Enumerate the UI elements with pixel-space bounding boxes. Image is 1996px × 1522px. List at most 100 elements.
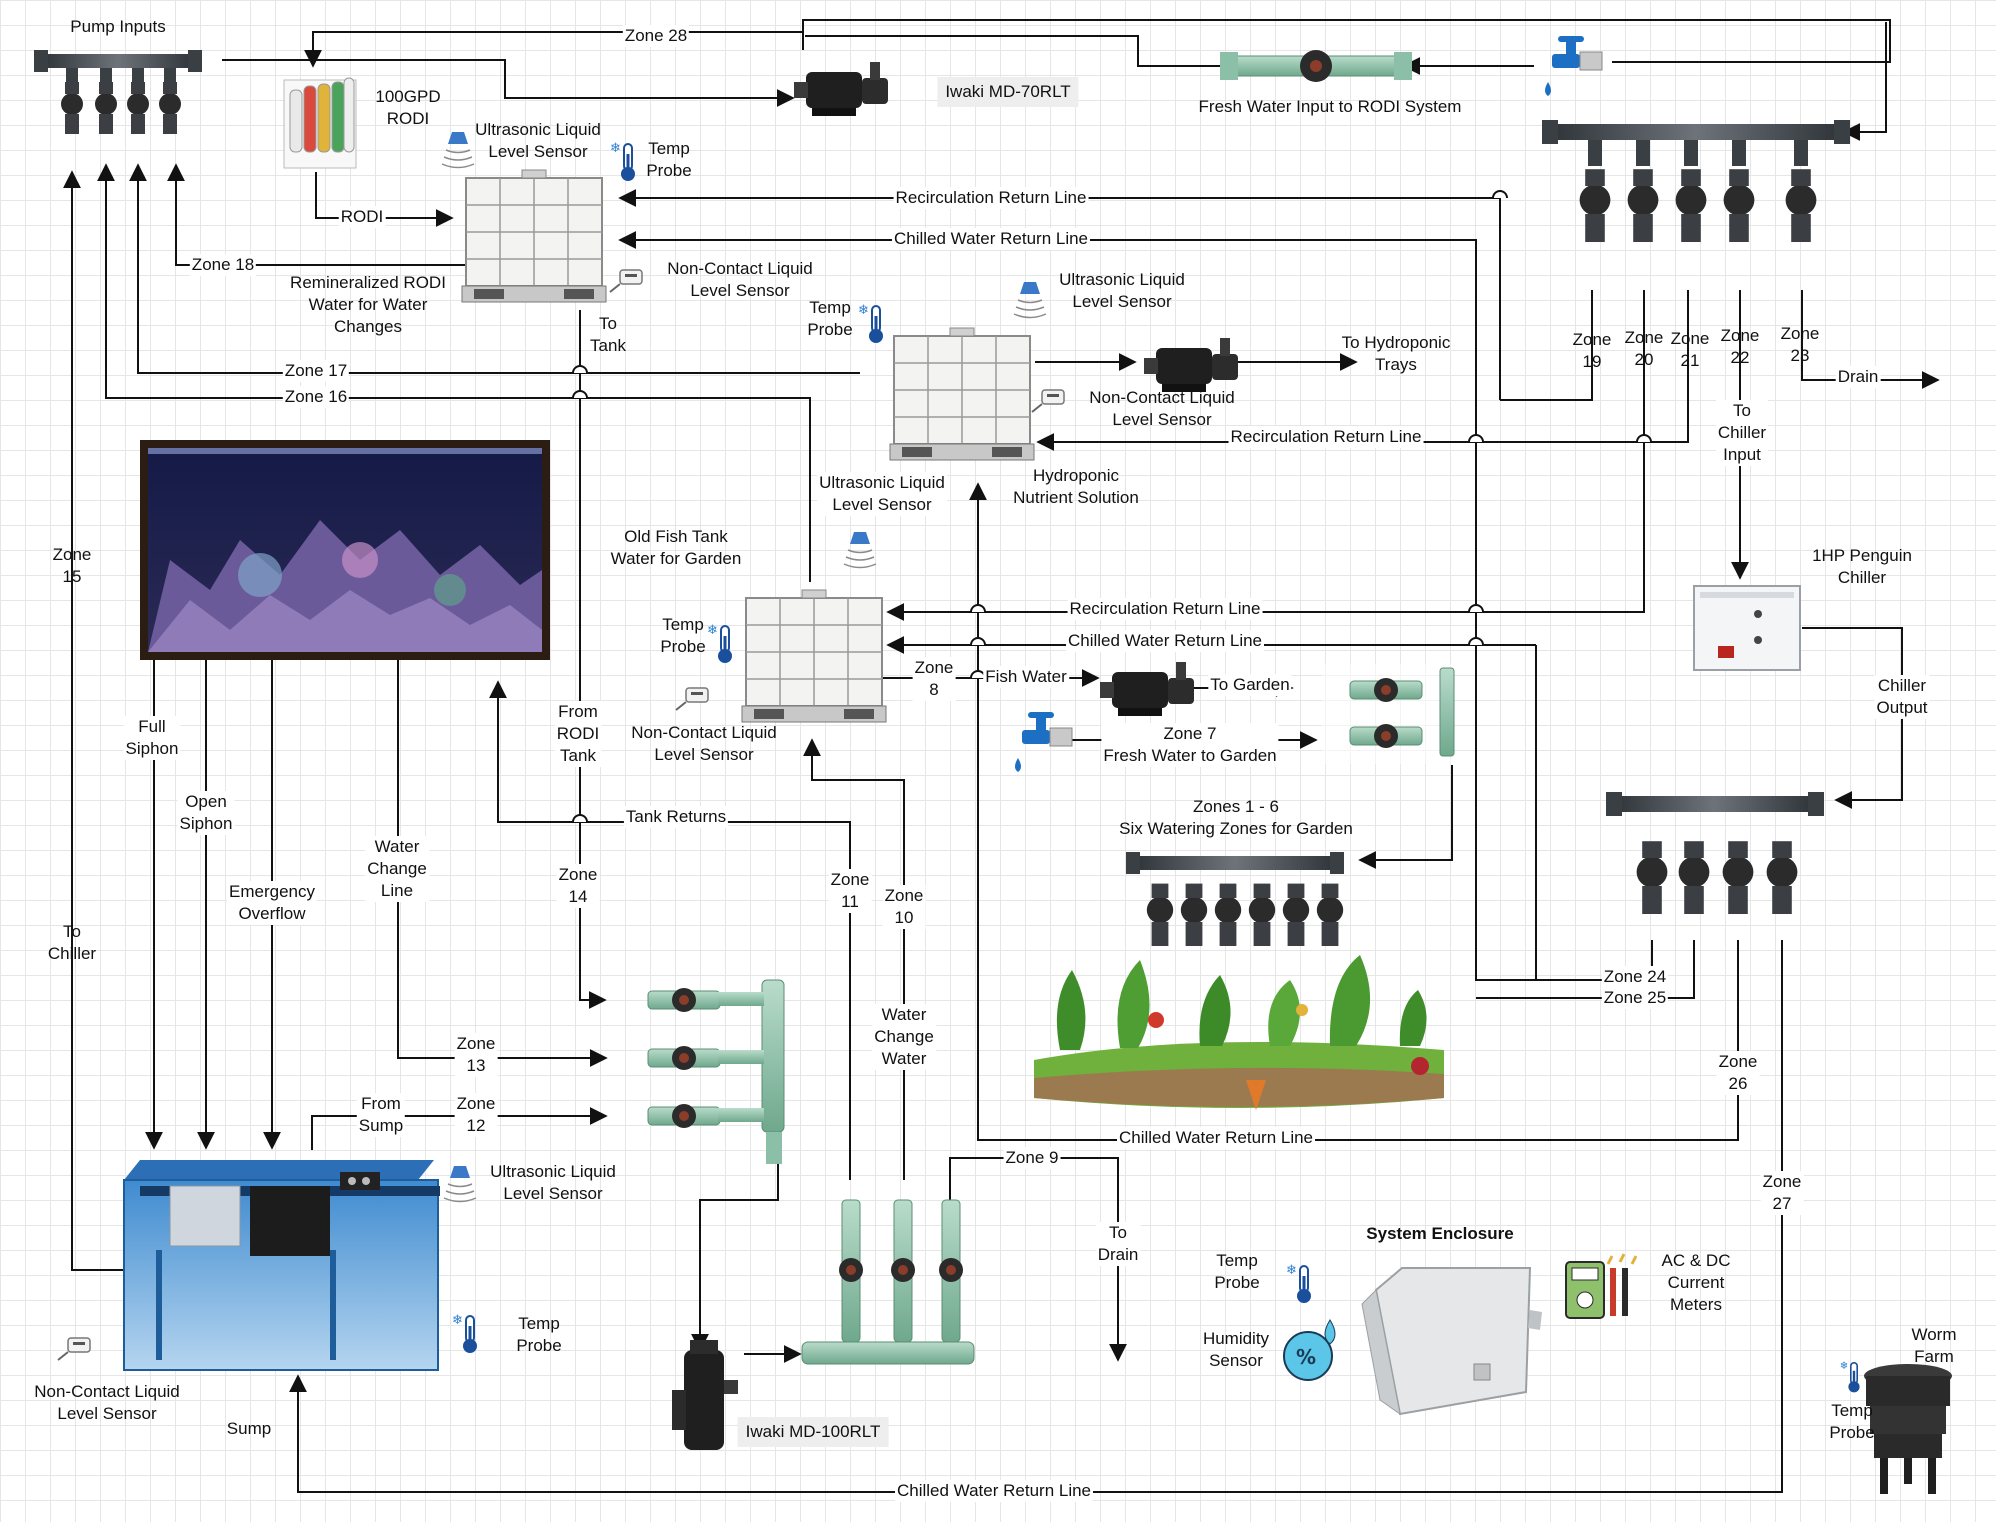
- svg-text:%: %: [1296, 1345, 1316, 1369]
- open-siphon-label: Open Siphon: [177, 791, 235, 835]
- non-contact-sensor-rodi-label: Non-Contact Liquid Level Sensor: [667, 259, 813, 300]
- temp-probe-enclosure-label: Temp Probe: [1214, 1251, 1260, 1292]
- chiller-output-label: Chiller Output: [1874, 675, 1930, 719]
- hydroponic-nutrient-label: Hydroponic Nutrient Solution: [1013, 466, 1139, 507]
- recirculation-return-line-2-label: Recirculation Return Line: [1228, 426, 1424, 448]
- chilled-water-return-line-1-label: Chilled Water Return Line: [891, 228, 1091, 250]
- thermometer-icon: [609, 140, 636, 182]
- temp-probe-fish-label: Temp Probe: [660, 615, 706, 656]
- iwaki-100-pump-icon: [672, 1340, 738, 1450]
- zone-20-label: Zone 20: [1624, 328, 1664, 369]
- non-contact-sensor-icon: [609, 269, 643, 293]
- ultrasonic-sensor-icon: [443, 1165, 477, 1203]
- thermometer-icon: [706, 622, 733, 664]
- zone-25-label: Zone 25: [1601, 987, 1669, 1009]
- non-contact-sensor-sump-label: Non-Contact Liquid Level Sensor: [34, 1382, 180, 1423]
- non-contact-sensor-icon: [675, 687, 709, 711]
- zone-8-label: Zone 8: [912, 657, 956, 701]
- zone-21-label: Zone 21: [1670, 329, 1710, 370]
- fresh-water-valve-icon: [1220, 50, 1412, 82]
- zone-19-23-manifold: [1542, 120, 1850, 242]
- fish-water-pump-icon: [1100, 662, 1194, 716]
- drain-label: Drain: [1835, 366, 1881, 388]
- garden-supply-valves: [1322, 664, 1455, 764]
- rodi-filter-icon: [283, 77, 357, 169]
- rodi-storage-tote-icon: [461, 169, 607, 303]
- worm-farm-label: Worm Farm: [1911, 1325, 1957, 1366]
- full-siphon-label: Full Siphon: [123, 716, 181, 760]
- ultrasonic-sensor-icon: [843, 531, 877, 569]
- faucet-icon: [1545, 36, 1603, 96]
- zone-27-label: Zone 27: [1760, 1171, 1804, 1215]
- thermometer-icon: [1838, 1359, 1861, 1394]
- to-tank-label: To Tank: [590, 314, 626, 355]
- system-enclosure-label: System Enclosure: [1366, 1224, 1514, 1243]
- humidity-icon: %: [1283, 1319, 1336, 1381]
- zone-17-label: Zone 17: [282, 360, 350, 382]
- sump-label: Sump: [226, 1419, 272, 1438]
- ultrasonic-sensor-hydro-label: Ultrasonic Liquid Level Sensor: [1059, 270, 1185, 311]
- thermometer-icon: [1285, 1262, 1312, 1304]
- non-contact-sensor-fish-label: Non-Contact Liquid Level Sensor: [631, 723, 777, 764]
- zone-18-label: Zone 18: [189, 254, 257, 276]
- humidity-sensor-label: Humidity Sensor: [1202, 1329, 1270, 1370]
- temp-probe-hydro-label: Temp Probe: [807, 298, 853, 339]
- chilled-water-return-line-5-label: Chilled Water Return Line: [894, 1480, 1094, 1502]
- temp-probe-sump-label: Temp Probe: [516, 1314, 562, 1355]
- zone-9-label: Zone 9: [1003, 1147, 1061, 1169]
- faucet-icon: [1015, 712, 1073, 772]
- ultrasonic-sensor-fish-label: Ultrasonic Liquid Level Sensor: [817, 472, 947, 516]
- garden-icon: [1034, 955, 1444, 1110]
- non-contact-sensor-icon: [1031, 389, 1065, 413]
- zone-14-label: Zone 14: [556, 864, 600, 908]
- zone-13-label: Zone 13: [454, 1033, 498, 1077]
- chiller-label: 1HP Penguin Chiller: [1812, 546, 1912, 587]
- recirculation-return-line-1-label: Recirculation Return Line: [893, 187, 1089, 209]
- water-change-water-label: Water Change Water: [872, 1004, 936, 1070]
- temp-probe-rodi-label: Temp Probe: [646, 139, 692, 180]
- zone-19-label: Zone 19: [1572, 330, 1612, 371]
- old-fish-tank-label: Old Fish Tank Water for Garden: [610, 527, 742, 568]
- tank-returns-label: Tank Returns: [623, 806, 729, 828]
- to-garden-label: To Garden: [1208, 674, 1292, 696]
- fresh-water-input-label: Fresh Water Input to RODI System: [1198, 97, 1462, 116]
- zone-7-fresh-water-label: Zone 7 Fresh Water to Garden: [1101, 723, 1279, 767]
- to-chiller-label: To Chiller: [47, 922, 97, 963]
- chiller-icon: [1693, 585, 1801, 671]
- chilled-water-return-line-3-label: Chilled Water Return Line: [1065, 630, 1265, 652]
- emergency-overflow-label: Emergency Overflow: [227, 881, 317, 925]
- non-contact-sensor-icon: [57, 1337, 91, 1361]
- worm-farm-icon: [1864, 1364, 1952, 1494]
- aquarium-icon: [140, 440, 550, 660]
- to-chiller-input-label: To Chiller Input: [1715, 400, 1769, 466]
- non-contact-sensor-hydro-label: Non-Contact Liquid Level Sensor: [1089, 388, 1235, 429]
- zone-24-27-manifold: [1606, 792, 1824, 914]
- zone-9-11-manifold: [801, 1199, 975, 1365]
- iwaki-70-pump-icon: [794, 62, 888, 116]
- ultrasonic-sensor-icon: [1013, 281, 1047, 319]
- from-sump-label: From Sump: [356, 1093, 406, 1137]
- zone-24-label: Zone 24: [1601, 966, 1669, 988]
- rodi-line-label: RODI: [338, 206, 386, 228]
- to-drain-label: To Drain: [1095, 1222, 1141, 1266]
- pump-inputs-manifold: [34, 50, 202, 134]
- zone-23-label: Zone 23: [1780, 324, 1820, 365]
- zone-12-label: Zone 12: [454, 1093, 498, 1137]
- zone-26-label: Zone 26: [1716, 1051, 1760, 1095]
- ultrasonic-sensor-rodi-label: Ultrasonic Liquid Level Sensor: [475, 120, 601, 161]
- zone-22-label: Zone 22: [1720, 326, 1760, 367]
- hydroponic-tote-icon: [889, 327, 1035, 461]
- rodi-100gpd-label: 100GPD RODI: [375, 87, 441, 128]
- ultrasonic-sensor-icon: [441, 131, 475, 169]
- water-change-line-label: Water Change Line: [365, 836, 429, 902]
- garden-zones-manifold: [1126, 852, 1344, 946]
- recirculation-return-line-3-label: Recirculation Return Line: [1067, 598, 1263, 620]
- line-crossings: [572, 190, 1652, 823]
- iwaki-100-label: Iwaki MD-100RLT: [737, 1417, 889, 1447]
- hydroponic-pump-icon: [1144, 338, 1238, 392]
- zone-12-14-manifold: [647, 979, 785, 1164]
- zone-11-label: Zone 11: [828, 869, 872, 913]
- zone-10-label: Zone 10: [882, 885, 926, 929]
- multimeter-icon: [1565, 1253, 1638, 1319]
